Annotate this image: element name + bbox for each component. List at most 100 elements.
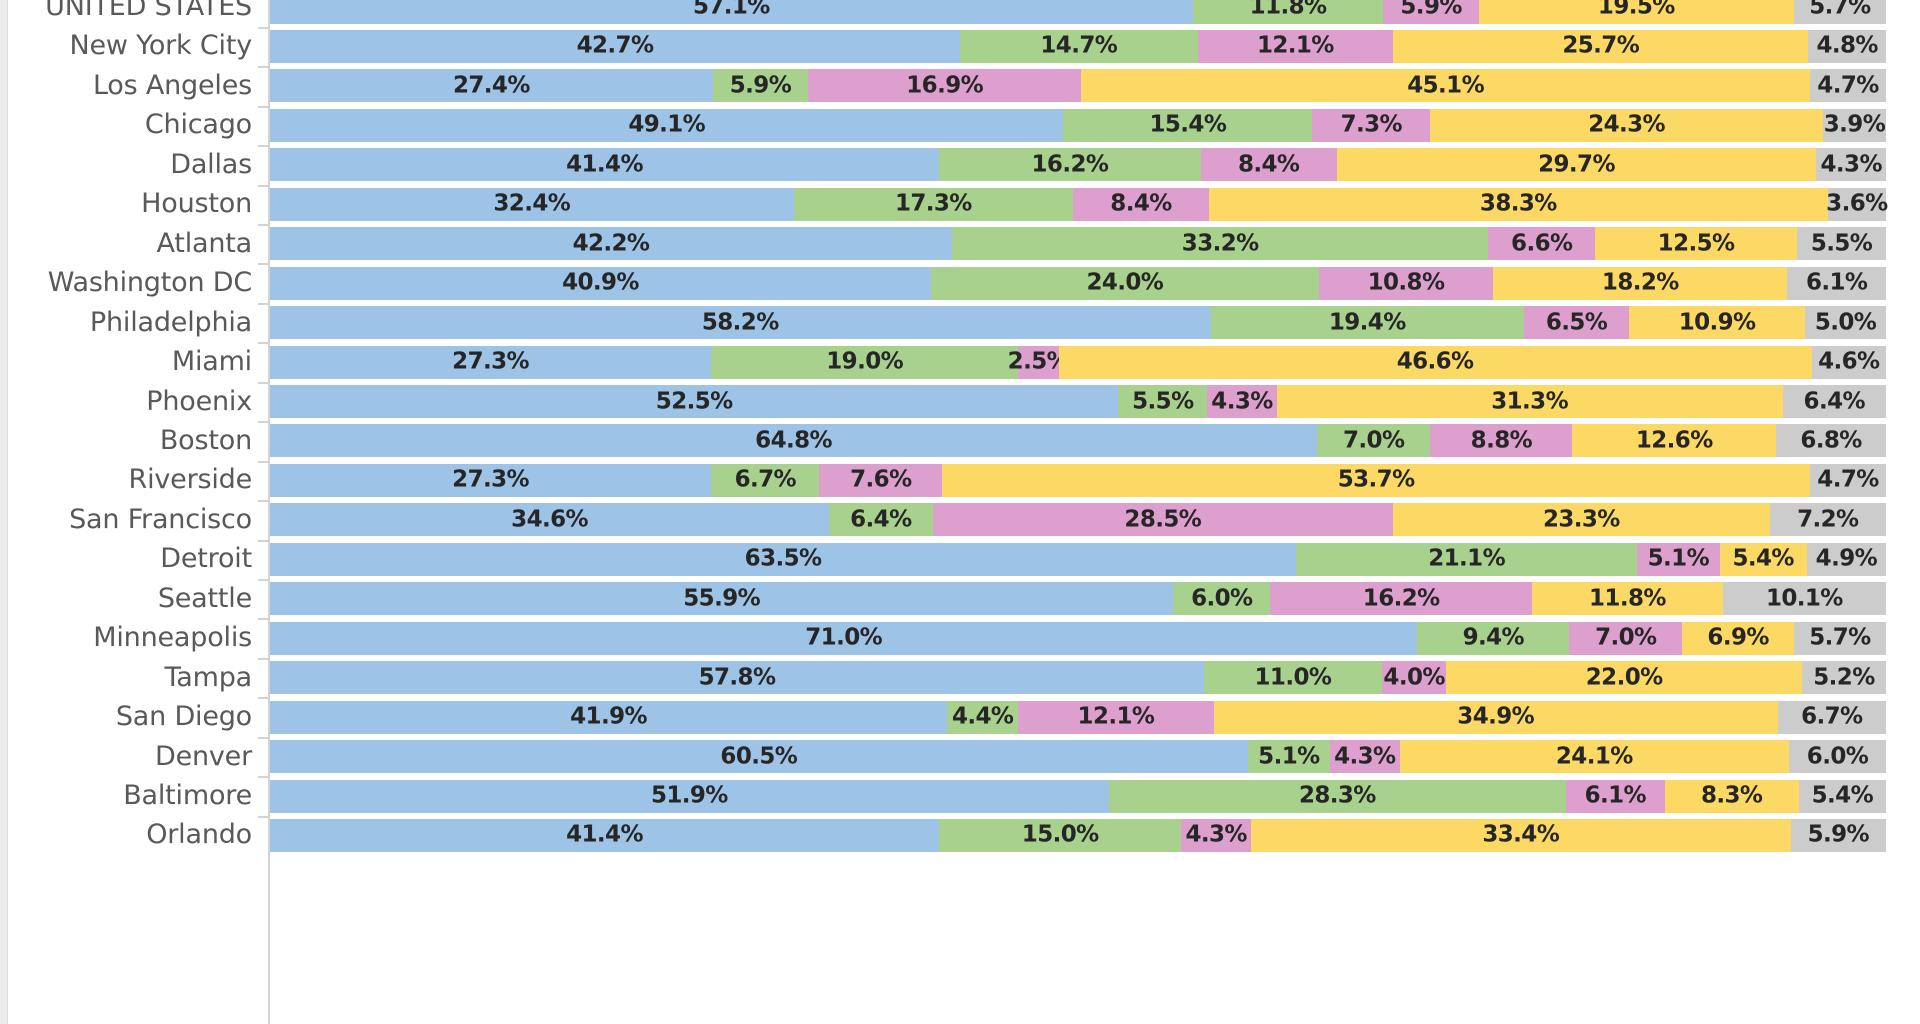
bar-segment-3[interactable]: 10.8% [1318,266,1494,300]
bar-segment-1[interactable]: 51.9% [270,779,1109,813]
bar-segment-2[interactable]: 17.3% [793,187,1074,221]
bar-segment-3[interactable]: 16.2% [1270,582,1533,616]
bar-segment-1[interactable]: 49.1% [270,108,1064,142]
bar-segment-5[interactable]: 4.7% [1810,463,1886,497]
bar-segment-1[interactable]: 27.4% [270,69,713,103]
bar-segment-5[interactable]: 6.0% [1789,740,1886,774]
bar-segment-1[interactable]: 55.9% [270,582,1174,616]
bar-segment-2[interactable]: 33.2% [951,227,1489,261]
bar-segment-5[interactable]: 5.7% [1793,0,1886,24]
bar-segment-5[interactable]: 6.1% [1787,266,1886,300]
bar-segment-5[interactable]: 6.4% [1782,385,1886,418]
bar-segment-3[interactable]: 4.0% [1381,661,1447,695]
bar-segment-4[interactable]: 6.9% [1682,621,1794,655]
stacked-bar[interactable]: 32.4% 17.3% 8.4% 38.3% 3.6% [270,187,1888,221]
stacked-bar[interactable]: 41.4% 15.0% 4.3% 33.4% 5.9% [270,818,1886,852]
bar-segment-3[interactable]: 8.4% [1073,187,1209,221]
stacked-bar[interactable]: 27.3% 19.0% 2.5% 46.6% 4.6% [270,345,1886,379]
bar-segment-5[interactable]: 5.4% [1798,779,1886,813]
bar-segment-1[interactable]: 58.2% [270,306,1211,340]
bar-segment-3[interactable]: 8.4% [1200,148,1337,182]
bar-segment-3[interactable]: 7.6% [819,463,943,497]
bar-segment-1[interactable]: 63.5% [270,542,1297,576]
bar-segment-5[interactable]: 5.9% [1790,818,1886,852]
bar-segment-4[interactable]: 33.4% [1250,818,1791,852]
bar-segment-3[interactable]: 28.5% [932,503,1394,537]
bar-segment-1[interactable]: 41.9% [270,700,948,734]
bar-segment-5[interactable]: 5.0% [1805,306,1886,340]
bar-segment-4[interactable]: 38.3% [1208,187,1828,221]
bar-segment-4[interactable]: 24.3% [1430,108,1823,142]
bar-segment-3[interactable]: 2.5% [1008,345,1070,379]
bar-segment-1[interactable]: 64.8% [270,424,1318,458]
bar-segment-3[interactable]: 4.3% [1181,818,1251,852]
bar-segment-1[interactable]: 32.4% [270,187,794,221]
bar-segment-1[interactable]: 27.3% [270,463,712,497]
bar-segment-5[interactable]: 6.8% [1776,424,1886,458]
bar-segment-5[interactable]: 3.9% [1822,108,1886,142]
bar-segment-4[interactable]: 8.3% [1664,779,1799,813]
bar-segment-5[interactable]: 4.9% [1806,542,1886,576]
stacked-bar[interactable]: 27.4% 5.9% 16.9% 45.1% 4.7% [270,69,1886,103]
bar-segment-1[interactable]: 41.4% [270,818,940,852]
bar-segment-5[interactable]: 4.7% [1810,69,1886,103]
bar-segment-4[interactable]: 34.9% [1213,700,1778,734]
bar-segment-3[interactable]: 6.6% [1488,227,1596,261]
bar-segment-1[interactable]: 42.2% [270,227,952,261]
stacked-bar[interactable]: 42.7% 14.7% 12.1% 25.7% 4.8% [270,29,1886,63]
bar-segment-2[interactable]: 24.0% [930,266,1319,300]
bar-segment-4[interactable]: 10.9% [1629,306,1806,340]
bar-segment-2[interactable]: 7.0% [1317,424,1431,458]
bar-segment-1[interactable]: 41.4% [270,148,940,182]
bar-segment-1[interactable]: 60.5% [270,740,1248,774]
bar-segment-2[interactable]: 6.4% [829,503,933,537]
bar-segment-4[interactable]: 24.1% [1399,740,1790,774]
bar-segment-3[interactable]: 8.8% [1430,424,1573,458]
stacked-bar[interactable]: 63.5% 21.1% 5.1% 5.4% 4.9% [270,542,1886,576]
bar-segment-5[interactable]: 10.1% [1722,582,1886,616]
bar-segment-1[interactable]: 42.7% [270,29,961,63]
bar-segment-4[interactable]: 25.7% [1393,29,1809,63]
stacked-bar[interactable]: 27.3% 6.7% 7.6% 53.7% 4.7% [270,463,1886,497]
bar-segment-2[interactable]: 4.4% [947,700,1019,734]
bar-segment-3[interactable]: 6.1% [1566,779,1665,813]
stacked-bar[interactable]: 40.9% 24.0% 10.8% 18.2% 6.1% [270,266,1886,300]
bar-segment-5[interactable]: 5.2% [1801,661,1886,695]
bar-segment-5[interactable]: 7.2% [1769,503,1886,537]
bar-segment-4[interactable]: 19.5% [1478,0,1794,24]
bar-segment-2[interactable]: 5.1% [1247,740,1331,774]
stacked-bar[interactable]: 51.9% 28.3% 6.1% 8.3% 5.4% [270,779,1886,813]
bar-segment-2[interactable]: 28.3% [1108,779,1567,813]
bar-segment-1[interactable]: 71.0% [270,621,1418,655]
bar-segment-5[interactable]: 6.7% [1777,700,1886,734]
bar-segment-1[interactable]: 40.9% [270,266,931,300]
bar-segment-2[interactable]: 14.7% [960,29,1198,63]
bar-segment-2[interactable]: 19.4% [1210,306,1524,340]
bar-segment-1[interactable]: 27.3% [270,345,712,379]
bar-segment-4[interactable]: 12.6% [1572,424,1777,458]
bar-segment-2[interactable]: 15.4% [1063,108,1313,142]
bar-segment-3[interactable]: 4.3% [1207,385,1277,418]
bar-segment-4[interactable]: 11.8% [1532,582,1723,616]
stacked-bar[interactable]: 42.2% 33.2% 6.6% 12.5% 5.5% [270,227,1886,261]
bar-segment-4[interactable]: 53.7% [942,463,1811,497]
bar-segment-3[interactable]: 5.9% [1383,0,1479,24]
stacked-bar[interactable]: 49.1% 15.4% 7.3% 24.3% 3.9% [270,108,1886,142]
stacked-bar[interactable]: 60.5% 5.1% 4.3% 24.1% 6.0% [270,740,1886,774]
bar-segment-3[interactable]: 6.5% [1524,306,1630,340]
bar-segment-5[interactable]: 3.6% [1826,187,1888,221]
bar-segment-4[interactable]: 46.6% [1058,345,1812,379]
bar-segment-4[interactable]: 45.1% [1081,69,1811,103]
stacked-bar[interactable]: 57.8% 11.0% 4.0% 22.0% 5.2% [270,661,1886,695]
bar-segment-2[interactable]: 9.4% [1417,621,1570,655]
bar-segment-1[interactable]: 57.8% [270,661,1205,695]
stacked-bar[interactable]: 41.4% 16.2% 8.4% 29.7% 4.3% [270,148,1886,182]
stacked-bar[interactable]: 71.0% 9.4% 7.0% 6.9% 5.7% [270,621,1886,655]
bar-segment-2[interactable]: 5.9% [712,69,809,103]
bar-segment-4[interactable]: 31.3% [1276,385,1783,418]
bar-segment-3[interactable]: 12.1% [1197,29,1394,63]
bar-segment-2[interactable]: 21.1% [1296,542,1638,576]
stacked-bar[interactable]: 58.2% 19.4% 6.5% 10.9% 5.0% [270,306,1886,340]
bar-segment-4[interactable]: 18.2% [1493,266,1788,300]
bar-segment-4[interactable]: 5.4% [1719,542,1807,576]
